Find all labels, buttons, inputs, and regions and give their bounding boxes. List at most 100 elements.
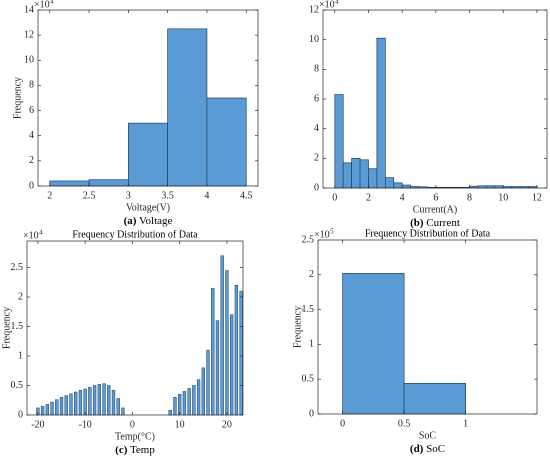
x-axis-label: Current(A) <box>413 204 457 215</box>
bar <box>196 379 201 416</box>
bar <box>220 255 224 416</box>
bar <box>116 398 120 416</box>
y-axis-label: Frequency <box>1 307 12 349</box>
axes-box <box>37 9 259 187</box>
caption-label: (d) <box>410 443 424 455</box>
x-tick-label: 2.5 <box>83 190 96 201</box>
x-tick-label: 0 <box>130 419 135 430</box>
x-tick-label: 1 <box>463 418 468 429</box>
y-tick-label: 0 <box>314 182 319 193</box>
y-tick-label: 2.5 <box>11 262 24 273</box>
y-scale-exponent: 5 <box>330 228 334 236</box>
bar <box>64 395 68 416</box>
bar <box>92 385 97 416</box>
y-tick-label: 0.5 <box>11 380 24 391</box>
caption-label: (c) <box>115 444 128 456</box>
bar <box>59 397 64 416</box>
panel: -20 -10 0 10 20 0 0.5 1 1.5 2 2.5 Temp(°C) Frequency… <box>1 229 244 456</box>
y-tick-label: 0 <box>309 408 314 419</box>
bar <box>206 97 247 187</box>
y-tick-label: 4 <box>314 123 319 134</box>
y-scale-exponent: 4 <box>50 0 54 6</box>
bar <box>225 270 229 416</box>
x-tick-label: 2 <box>47 190 52 201</box>
bar <box>88 387 92 416</box>
y-tick-label: 2 <box>29 155 34 166</box>
bar <box>45 404 49 416</box>
x-tick-label: 4 <box>204 190 209 201</box>
y-scale-exponent: 4 <box>39 229 43 237</box>
caption-text: Temp <box>130 444 155 456</box>
bar <box>182 391 187 416</box>
bar <box>229 314 234 416</box>
bar <box>69 393 73 416</box>
chart-title: Frequency Distribution of Data <box>72 229 198 240</box>
bar <box>401 184 411 189</box>
bar <box>49 180 90 187</box>
caption-label: (a) <box>124 215 137 227</box>
x-tick-label: 2 <box>366 192 371 203</box>
x-tick-label: 8 <box>467 192 472 203</box>
caption-text: SoC <box>426 443 445 455</box>
bar <box>107 385 111 416</box>
y-tick-label: 1 <box>309 339 314 350</box>
caption: (a) Voltage <box>124 215 173 227</box>
y-tick-label: 10 <box>24 55 34 66</box>
bar <box>206 349 210 416</box>
y-tick-label: 12 <box>309 4 319 15</box>
x-tick-label: 4.5 <box>240 190 253 201</box>
x-tick-label: 4 <box>400 192 405 203</box>
y-axis-label: Frequency <box>292 306 303 348</box>
bar <box>167 28 208 187</box>
x-axis-label: Voltage(V) <box>126 202 170 213</box>
y-tick-label: 2 <box>309 269 314 280</box>
y-tick-label: 14 <box>24 4 34 15</box>
bar <box>97 384 101 416</box>
chart-title: Frequency Distribution of Data <box>365 228 491 239</box>
x-tick-label: 20 <box>222 419 232 430</box>
bar <box>74 391 78 416</box>
caption: (d) SoC <box>410 443 445 455</box>
y-scale-base: ×10 <box>23 230 39 241</box>
bar <box>173 397 177 416</box>
y-tick-label: 8 <box>314 64 319 75</box>
bar <box>128 122 168 187</box>
x-tick-label: -10 <box>78 419 91 430</box>
y-tick-label: 1.5 <box>302 304 315 315</box>
bar <box>111 389 116 416</box>
y-tick-label: 2.5 <box>302 234 315 245</box>
y-tick-label: 1 <box>18 350 23 361</box>
bar <box>102 383 106 416</box>
x-tick-label: 0.5 <box>398 418 411 429</box>
caption-label: (b) <box>410 217 424 229</box>
bar <box>239 290 243 416</box>
bar <box>55 399 59 416</box>
caption-text: Voltage <box>139 215 173 227</box>
bar <box>359 159 369 189</box>
y-tick-label: 6 <box>314 93 319 104</box>
bar <box>168 410 172 416</box>
bar <box>384 177 395 189</box>
bar <box>201 367 205 416</box>
x-tick-label: -20 <box>31 419 44 430</box>
y-tick-label: 0 <box>29 180 34 191</box>
bar <box>368 168 378 189</box>
axes-box <box>26 240 244 416</box>
x-axis-label: Temp(°C) <box>115 431 155 442</box>
bar <box>215 320 220 416</box>
y-tick-label: 0 <box>18 409 23 420</box>
bar <box>342 162 352 189</box>
bar <box>403 383 466 415</box>
x-tick-label: 6 <box>433 192 438 203</box>
y-tick-label: 4 <box>29 130 34 141</box>
bar <box>88 179 129 187</box>
y-scale-base: ×10 <box>314 229 330 240</box>
caption: (c) Temp <box>115 444 155 456</box>
x-axis-label: SoC <box>419 430 437 441</box>
bar <box>50 401 54 416</box>
y-tick-label: 2 <box>18 291 23 302</box>
y-tick-label: 6 <box>29 105 34 116</box>
bar <box>192 385 196 416</box>
